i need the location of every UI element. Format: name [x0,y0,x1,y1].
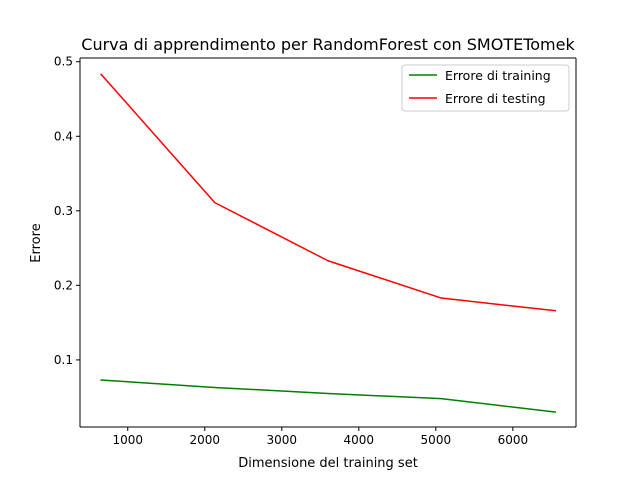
series-line-training [100,379,557,413]
legend-label-testing: Errore di testing [445,91,546,106]
x-tick-label: 5000 [421,433,452,447]
y-tick-label: 0.4 [54,129,73,143]
series-lines [100,73,557,413]
y-tick-label: 0.2 [54,278,73,292]
chart-title: Curva di apprendimento per RandomForest … [81,35,575,54]
series-line-testing [100,73,557,312]
legend: Errore di training Errore di testing [401,64,570,112]
x-axis-label: Dimensione del training set [238,456,418,471]
x-tick-label: 4000 [344,433,375,447]
y-tick-label: 0.3 [54,204,73,218]
x-tick-label: 3000 [267,433,298,447]
legend-frame [401,64,570,112]
x-axis-ticks: 1000 2000 3000 4000 5000 6000 [112,427,528,447]
legend-label-training: Errore di training [445,68,551,83]
y-tick-label: 0.1 [54,353,73,367]
y-axis-ticks: 0.1 0.2 0.3 0.4 0.5 [54,55,80,367]
plot-area [80,58,576,427]
x-tick-label: 1000 [112,433,143,447]
x-tick-label: 2000 [189,433,220,447]
y-tick-label: 0.5 [54,55,73,69]
y-axis-label: Errore [29,223,44,262]
x-tick-label: 6000 [498,433,529,447]
